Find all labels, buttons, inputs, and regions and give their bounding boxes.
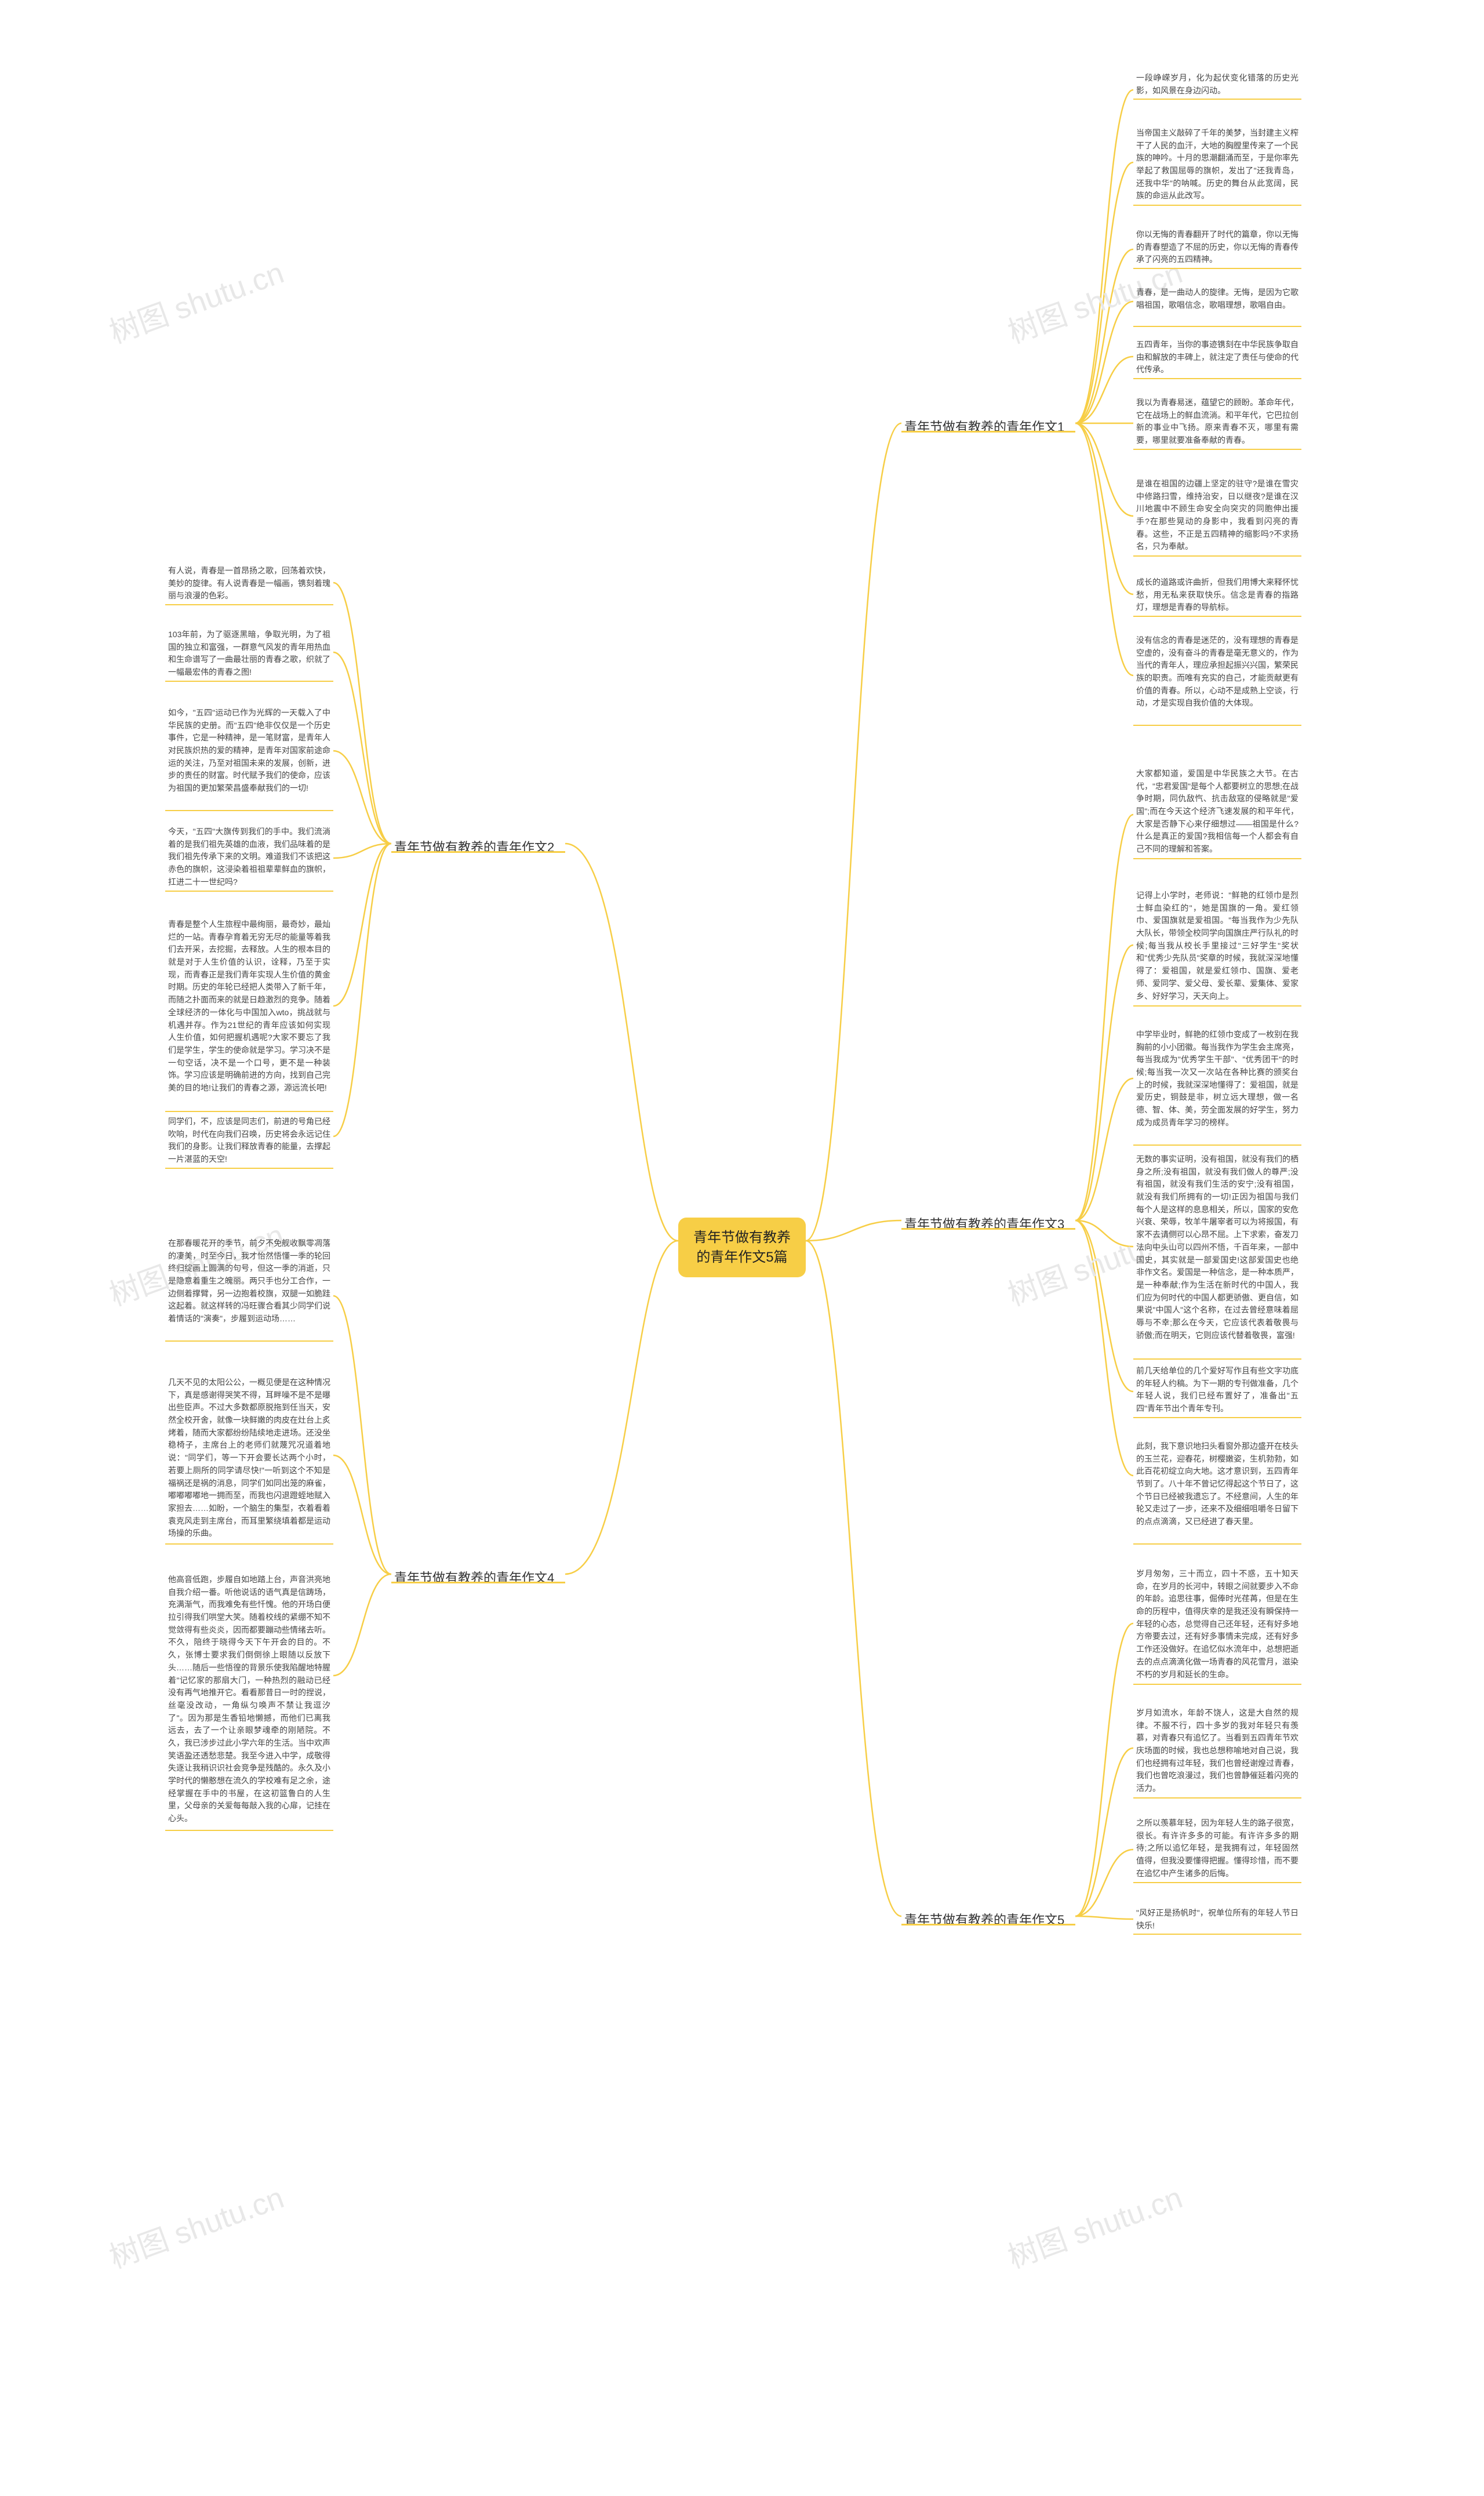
leaf-b2-2: 如今，"五四"运动已作为光辉的一天载入了中华民族的史册。而"五四"绝非仅仅是一个… xyxy=(168,704,330,797)
branch-label-b3: 青年节做有教养的青年作文3 xyxy=(904,1212,1064,1235)
leaf-underline xyxy=(165,1168,333,1169)
leaf-b1-2: 你以无悔的青春翻开了时代的篇章，你以无悔的青春塑造了不屈的历史，你以无悔的青春传… xyxy=(1136,226,1298,268)
leaf-b2-5: 同学们，不，应该是同志们，前进的号角已经吹响，时代在向我们召唤，历史将会永远记住… xyxy=(168,1113,330,1168)
leaf-b1-7: 成长的道路或许曲折，但我们用博大来释怀忧愁，用无私来获取快乐。信念是青春的指路灯… xyxy=(1136,574,1298,616)
leaf-b1-0: 一段峥嵘岁月，化为起伏变化错落的历史光影，如风景在身边闪动。 xyxy=(1136,70,1298,99)
leaf-b3-2: 中学毕业时，鲜艳的红领巾变成了一枚别在我胸前的小小团徽。每当我作为学生会主席亮，… xyxy=(1136,1026,1298,1132)
branch-underline xyxy=(901,431,1075,433)
leaf-underline xyxy=(1133,725,1301,726)
leaf-underline xyxy=(1133,555,1301,557)
leaf-underline xyxy=(165,681,333,682)
leaf-underline xyxy=(1133,268,1301,269)
watermark: 树图 shutu.cn xyxy=(1001,2173,1188,2276)
leaf-underline xyxy=(1133,1684,1301,1685)
leaf-b3-5: 此刻，我下意识地扫头看窗外那边盛开在枝头的玉兰花，迎春花，树樱嫩姿，生机勃勃，如… xyxy=(1136,1438,1298,1531)
leaf-b4-1: 几天不见的太阳公公，一概见便是在这种情况下，真是感谢得哭笑不得，耳畔噪不是不是曝… xyxy=(168,1374,330,1542)
leaf-underline xyxy=(1133,1543,1301,1545)
watermark: 树图 shutu.cn xyxy=(103,248,289,351)
branch-label-b2: 青年节做有教养的青年作文2 xyxy=(394,835,554,858)
leaf-underline xyxy=(1133,1358,1301,1360)
leaf-underline xyxy=(1133,616,1301,617)
leaf-underline xyxy=(1133,1934,1301,1935)
leaf-underline xyxy=(1133,326,1301,327)
leaf-b2-4: 青春是整个人生旅程中最绚丽，最奇妙，最灿烂的一站。青春孕育着无穷无尽的能量等着我… xyxy=(168,916,330,1097)
leaf-b2-3: 今天，"五四"大旗传到我们的手中。我们流淌着的是我们祖先英雄的血液，我们品味着的… xyxy=(168,823,330,891)
leaf-underline xyxy=(1133,205,1301,206)
leaf-underline xyxy=(1133,858,1301,859)
branch-underline xyxy=(391,851,565,853)
branch-label-b4: 青年节做有教养的青年作文4 xyxy=(394,1565,554,1589)
leaf-underline xyxy=(1133,1005,1301,1007)
leaf-b4-2: 他高音低跑，步履自如地踏上台，声音洪亮地自我介绍一番。听他说话的语气真是信踌场，… xyxy=(168,1571,330,1828)
watermark: 树图 shutu.cn xyxy=(103,2173,289,2276)
leaf-b1-4: 五四青年，当你的事迹镌刻在中华民族争取自由和解放的丰碑上，就注定了责任与使命的代… xyxy=(1136,336,1298,379)
leaf-underline xyxy=(1133,1797,1301,1799)
leaf-b4-0: 在那春暖花开的季节，前夕不免舰收飘零凋落的凄美，时至今日，我才怡然悟懂一季的轮回… xyxy=(168,1235,330,1328)
branch-underline xyxy=(391,1582,565,1583)
leaf-underline xyxy=(1133,1417,1301,1418)
branch-underline xyxy=(901,1228,1075,1230)
leaf-b2-1: 103年前，为了驱逐黑暗，争取光明，为了祖国的独立和富强，一群意气风发的青年用热… xyxy=(168,626,330,681)
leaf-underline xyxy=(1133,1145,1301,1146)
leaf-b2-0: 有人说，青春是一首昂扬之歌，回荡着欢快，美妙的旋律。有人说青春是一幅画，镌刻着瑰… xyxy=(168,562,330,605)
leaf-b3-1: 记得上小学时，老师说："鲜艳的红领巾是烈士鲜血染红的"，她是国旗的一角。爱红领巾… xyxy=(1136,887,1298,1005)
center-node: 青年节做有教养的青年作文5篇 xyxy=(678,1218,806,1277)
leaf-underline xyxy=(1133,449,1301,450)
leaf-b1-6: 是谁在祖国的边疆上坚定的驻守?是谁在雪灾中修路扫雪，维持治安，日以继夜?是谁在汉… xyxy=(1136,475,1298,555)
branch-label-b1: 青年节做有教养的青年作文1 xyxy=(904,415,1064,438)
leaf-b5-0: 岁月匆匆，三十而立，四十不惑，五十知天命，在岁月的长河中，转眼之间就要步入不命的… xyxy=(1136,1565,1298,1683)
leaf-underline xyxy=(165,810,333,811)
leaf-b5-2: 之所以羡慕年轻，因为年轻人生的路子很宽，很长。有许许多多的可能。有许许多多的期待… xyxy=(1136,1815,1298,1882)
leaf-underline xyxy=(165,1830,333,1831)
leaf-b3-0: 大家都知道，爱国是中华民族之大节。在古代，"忠君爱国"是每个人都要树立的思想;在… xyxy=(1136,765,1298,858)
leaf-underline xyxy=(1133,99,1301,100)
branch-underline xyxy=(901,1924,1075,1925)
leaf-b1-5: 我以为青春易迷，蕴望它的顾盼。革命年代，它在战场上的鲜血流淌。和平年代，它巴拉创… xyxy=(1136,394,1298,449)
leaf-underline xyxy=(165,1543,333,1545)
leaf-underline xyxy=(165,1111,333,1112)
leaf-b1-8: 没有信念的青春是迷茫的，没有理想的青春是空虚的，没有奋斗的青春是毫无意义的，作为… xyxy=(1136,632,1298,712)
branch-label-b5: 青年节做有教养的青年作文5 xyxy=(904,1908,1064,1931)
leaf-b3-4: 前几天给单位的几个爱好写作且有些文字功底的年轻人约稿。为下一期的专刊做准备，几个… xyxy=(1136,1363,1298,1418)
leaf-underline xyxy=(165,604,333,605)
leaf-b1-3: 青春，是一曲动人的旋律。无悔，是因为它歌唱祖国，歌唱信念，歌唱理想，歌唱自由。 xyxy=(1136,284,1298,314)
leaf-b3-3: 无数的事实证明，没有祖国，就没有我们的栖身之所;没有祖国，就没有我们做人的尊严;… xyxy=(1136,1151,1298,1344)
leaf-b5-1: 岁月如流水，年龄不饶人，这是大自然的规律。不服不行，四十多岁的我对年轻只有羡慕，… xyxy=(1136,1705,1298,1797)
leaf-b1-1: 当帝国主义敲碎了千年的美梦，当封建主义榨干了人民的血汗，大地的胸膛里传来了一个民… xyxy=(1136,125,1298,205)
leaf-b5-3: "风好正是扬帆时"，祝单位所有的年轻人节日快乐! xyxy=(1136,1905,1298,1934)
leaf-underline xyxy=(165,1340,333,1342)
leaf-underline xyxy=(1133,1882,1301,1883)
leaf-underline xyxy=(165,891,333,892)
leaf-underline xyxy=(1133,378,1301,379)
